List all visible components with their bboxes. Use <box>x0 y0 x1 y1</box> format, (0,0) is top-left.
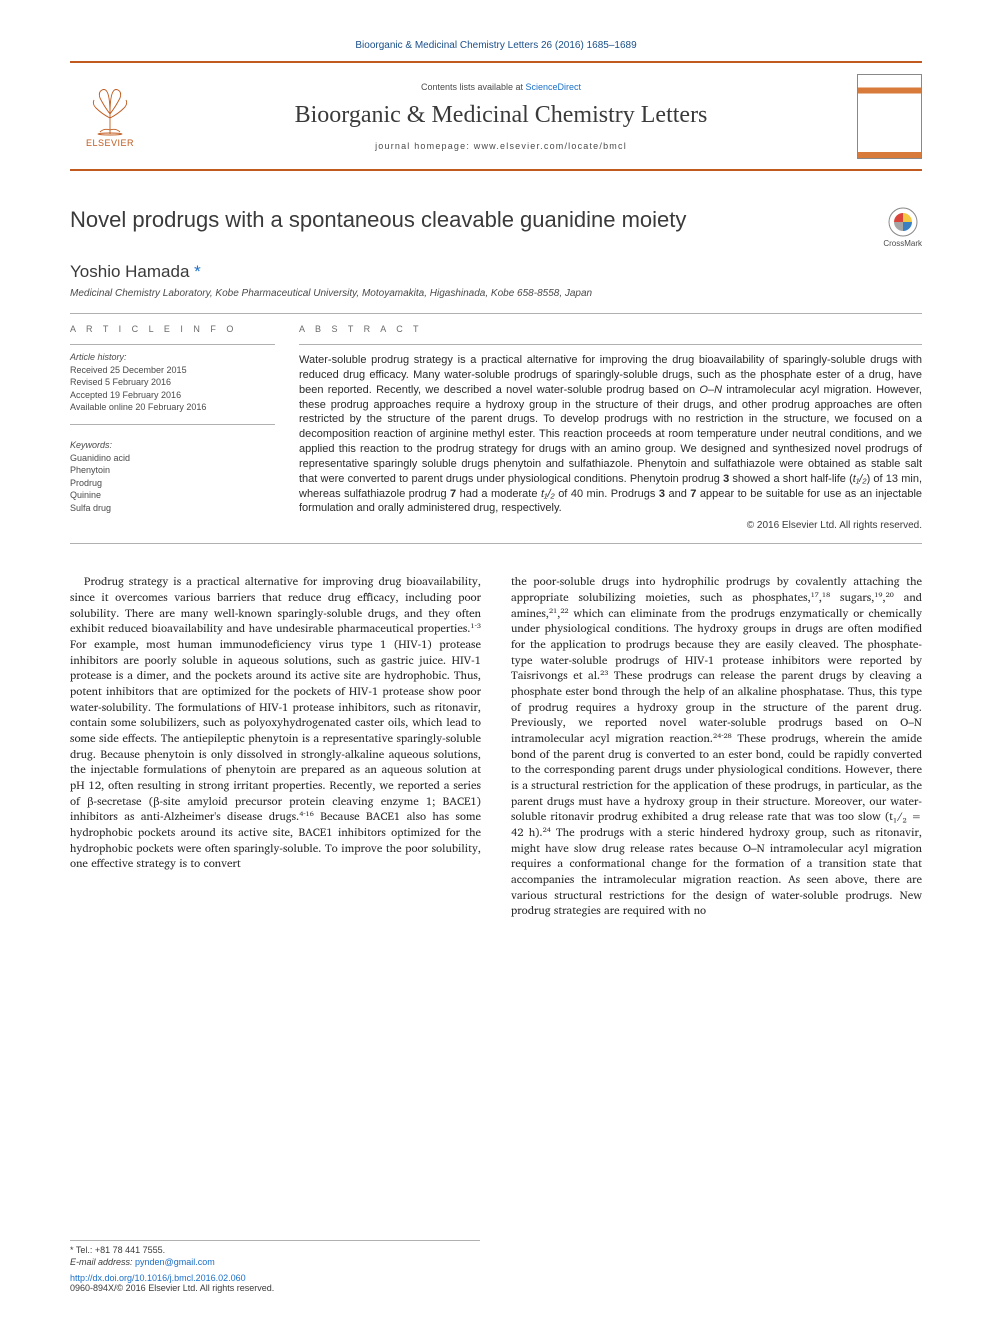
abstract-span: intramolecular acyl migration. However, … <box>299 384 922 485</box>
journal-homepage-line: journal homepage: www.elsevier.com/locat… <box>145 141 857 151</box>
crossmark-icon <box>888 207 918 237</box>
corr-tel-label: * Tel.: <box>70 1245 95 1255</box>
abstract-copyright: © 2016 Elsevier Ltd. All rights reserved… <box>299 520 922 531</box>
received-date: Received 25 December 2015 <box>70 364 275 377</box>
available-date: Available online 20 February 2016 <box>70 401 275 414</box>
abstract-span: O–N <box>699 384 722 396</box>
crossmark-label: CrossMark <box>883 239 922 248</box>
corr-email[interactable]: pynden@gmail.com <box>135 1257 215 1267</box>
body-paragraph: the poor-soluble drugs into hydrophilic … <box>511 574 922 919</box>
journal-cover-thumbnail <box>857 74 922 159</box>
corresponding-mark: * <box>194 262 201 281</box>
article-body: Prodrug strategy is a practical alternat… <box>70 574 922 919</box>
abstract-heading: A B S T R A C T <box>299 324 922 334</box>
keyword: Quinine <box>70 489 275 502</box>
body-column-left: Prodrug strategy is a practical alternat… <box>70 574 481 919</box>
corr-tel: +81 78 441 7555. <box>95 1245 165 1255</box>
author-line: Yoshio Hamada * <box>70 262 922 282</box>
abstract-text: Water-soluble prodrug strategy is a prac… <box>299 353 922 516</box>
journal-masthead: ELSEVIER Contents lists available at Sci… <box>70 61 922 171</box>
divider <box>70 344 275 345</box>
homepage-label: journal homepage: <box>375 141 474 151</box>
divider <box>70 424 275 425</box>
abstract-span: and <box>665 488 690 500</box>
journal-name: Bioorganic & Medicinal Chemistry Letters <box>145 102 857 129</box>
abstract-span: t₁/₂ <box>541 488 555 500</box>
author-affiliation: Medicinal Chemistry Laboratory, Kobe Pha… <box>70 288 922 299</box>
keyword: Sulfa drug <box>70 502 275 515</box>
history-label: Article history: <box>70 351 275 364</box>
accepted-date: Accepted 19 February 2016 <box>70 389 275 402</box>
email-label: E-mail address: <box>70 1257 135 1267</box>
crossmark-badge[interactable]: CrossMark <box>883 207 922 248</box>
contents-available-line: Contents lists available at ScienceDirec… <box>145 82 857 92</box>
abstract-span: showed a short half-life ( <box>729 473 853 485</box>
divider <box>299 344 922 345</box>
keywords-label: Keywords: <box>70 439 275 452</box>
article-title: Novel prodrugs with a spontaneous cleava… <box>70 207 883 233</box>
divider <box>70 313 922 314</box>
body-column-right: the poor-soluble drugs into hydrophilic … <box>511 574 922 919</box>
abstract-span: t₁/₂ <box>853 473 867 485</box>
citation-line: Bioorganic & Medicinal Chemistry Letters… <box>70 40 922 51</box>
author-name: Yoshio Hamada <box>70 262 189 281</box>
keyword: Phenytoin <box>70 464 275 477</box>
sciencedirect-link[interactable]: ScienceDirect <box>526 82 582 92</box>
homepage-url[interactable]: www.elsevier.com/locate/bmcl <box>474 141 627 151</box>
body-paragraph: Prodrug strategy is a practical alternat… <box>70 574 481 872</box>
publisher-name: ELSEVIER <box>86 138 134 148</box>
publisher-logo: ELSEVIER <box>70 84 145 148</box>
revised-date: Revised 5 February 2016 <box>70 376 275 389</box>
article-info-heading: A R T I C L E I N F O <box>70 324 275 334</box>
abstract-span: had a moderate <box>456 488 541 500</box>
doi-link[interactable]: http://dx.doi.org/10.1016/j.bmcl.2016.02… <box>70 1273 246 1283</box>
abstract-span: of 40 min. Prodrugs <box>555 488 659 500</box>
contents-prefix: Contents lists available at <box>421 82 526 92</box>
issn-copyright: 0960-894X/© 2016 Elsevier Ltd. All right… <box>70 1283 480 1293</box>
elsevier-tree-icon <box>86 84 134 136</box>
keyword: Guanidino acid <box>70 452 275 465</box>
divider <box>70 543 922 544</box>
article-history: Article history: Received 25 December 20… <box>70 351 275 515</box>
footnotes: * Tel.: +81 78 441 7555. E-mail address:… <box>70 1240 480 1293</box>
keyword: Prodrug <box>70 477 275 490</box>
